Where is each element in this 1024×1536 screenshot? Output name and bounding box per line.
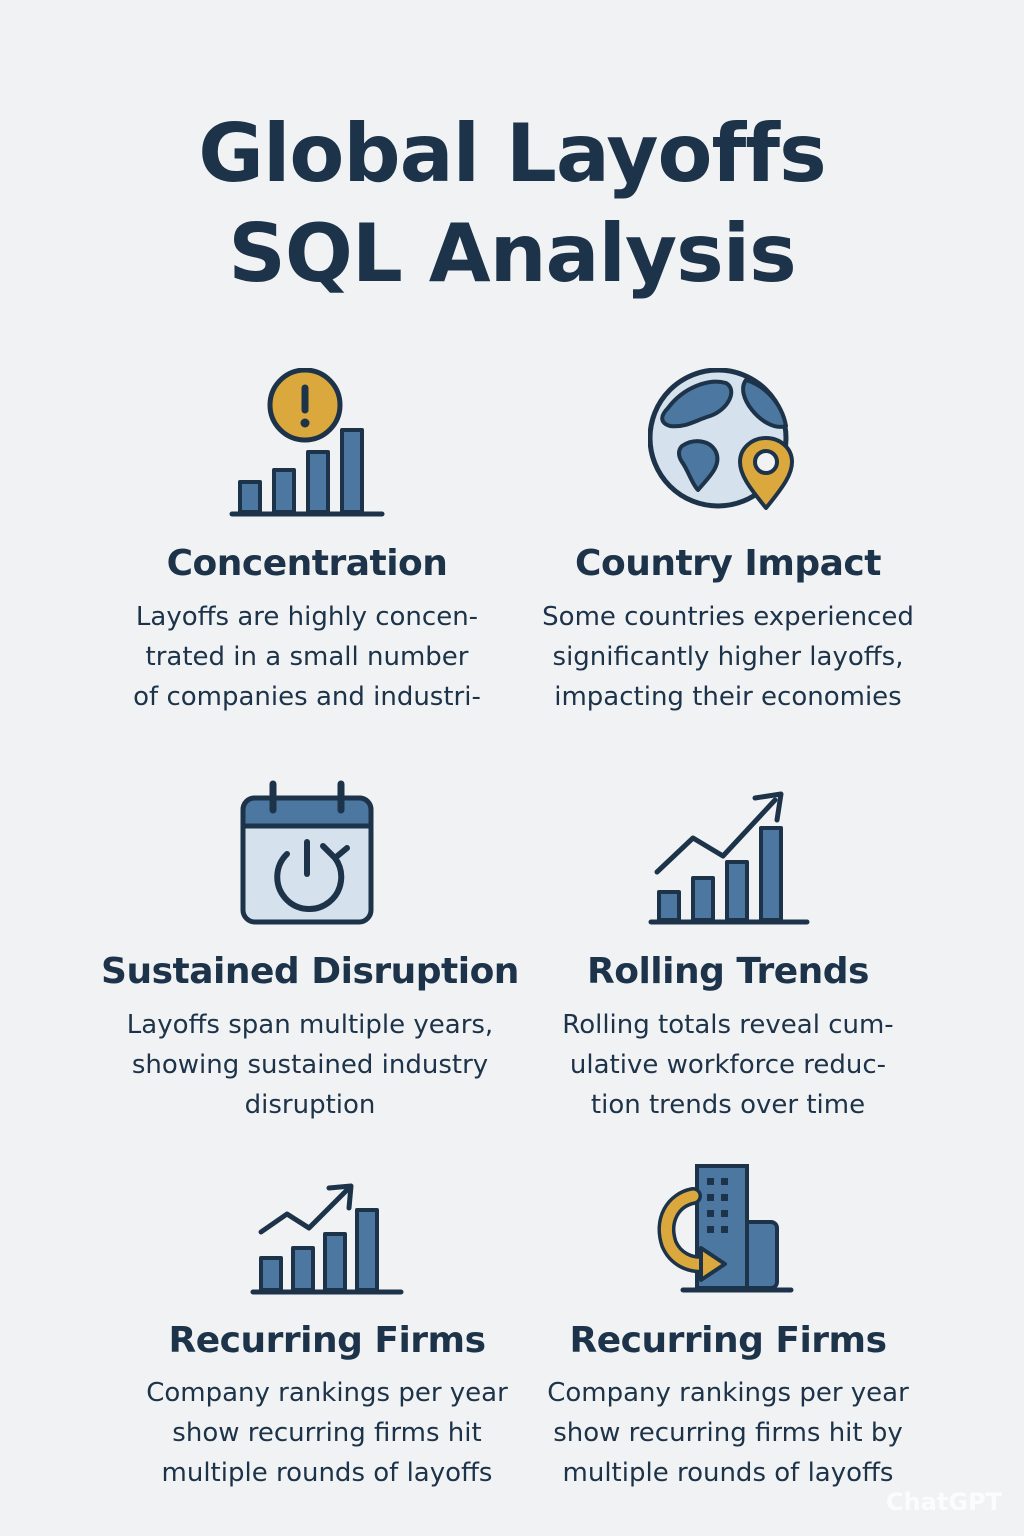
card-text: Some countries experienced significantly…: [518, 597, 938, 717]
card-heading: Sustained Disruption: [101, 951, 519, 992]
card-heading: Recurring Firms: [569, 1320, 887, 1361]
card-text: Rolling totals reveal cum- ulative workf…: [518, 1005, 938, 1125]
card-text: Layoffs are highly concen- trated in a s…: [97, 597, 517, 717]
globe-pin-icon: [518, 368, 938, 518]
page-title: Global Layoffs SQL Analysis: [0, 104, 1024, 304]
card-text-line: show recurring firms hit: [172, 1418, 482, 1448]
card-text-line: multiple rounds of layoffs: [161, 1458, 493, 1488]
card-text-line: trated in a small number: [145, 642, 469, 672]
card-heading: Concentration: [166, 543, 448, 584]
card-text-line: significantly higher layoffs,: [552, 642, 904, 672]
watermark: ChatGPT: [885, 1488, 1002, 1516]
card-text-line: of companies and industri-: [133, 682, 481, 712]
card-text-line: tion trends over time: [590, 1090, 866, 1120]
card-text-line: showing sustained industry: [131, 1050, 489, 1080]
building-cycle-icon: [518, 1162, 938, 1298]
card-text-line: multiple rounds of layoffs: [562, 1458, 894, 1488]
card-heading: Recurring Firms: [168, 1320, 486, 1361]
card-text: Company rankings per year show recurring…: [117, 1373, 537, 1493]
card-country-impact: Country Impact Some countries experience…: [518, 368, 938, 728]
card-text-line: Company rankings per year: [146, 1378, 508, 1408]
trend-bar-chart-icon: [117, 1170, 537, 1300]
card-sustained-disruption: Sustained Disruption Layoffs span multip…: [100, 780, 520, 1140]
card-text-line: Company rankings per year: [547, 1378, 909, 1408]
card-text: Layoffs span multiple years, showing sus…: [100, 1005, 520, 1125]
alert-bar-chart-icon: [97, 368, 517, 518]
card-rolling-trends: Rolling Trends Rolling totals reveal cum…: [518, 780, 938, 1140]
card-concentration: Concentration Layoffs are highly concen-…: [97, 368, 517, 728]
card-heading: Rolling Trends: [586, 951, 870, 992]
card-text-line: Rolling totals reveal cum-: [562, 1010, 894, 1040]
title-line-2: SQL Analysis: [228, 207, 797, 300]
calendar-power-icon: [100, 780, 520, 930]
card-text-line: impacting their economies: [554, 682, 902, 712]
card-text-line: disruption: [244, 1090, 376, 1120]
card-text: Company rankings per year show recurring…: [518, 1373, 938, 1493]
card-heading: Country Impact: [575, 543, 881, 584]
title-line-1: Global Layoffs: [198, 107, 826, 200]
card-text-line: Layoffs span multiple years,: [126, 1010, 494, 1040]
card-text-line: Some countries experienced: [542, 602, 914, 632]
card-recurring-firms-left: Recurring Firms Company rankings per yea…: [117, 1170, 537, 1520]
card-recurring-firms-right: Recurring Firms Company rankings per yea…: [518, 1162, 938, 1522]
card-text-line: ulative workforce reduc-: [569, 1050, 887, 1080]
card-text-line: Layoffs are highly concen-: [135, 602, 479, 632]
card-text-line: show recurring firms hit by: [553, 1418, 903, 1448]
trend-bar-chart-icon: [518, 780, 938, 930]
